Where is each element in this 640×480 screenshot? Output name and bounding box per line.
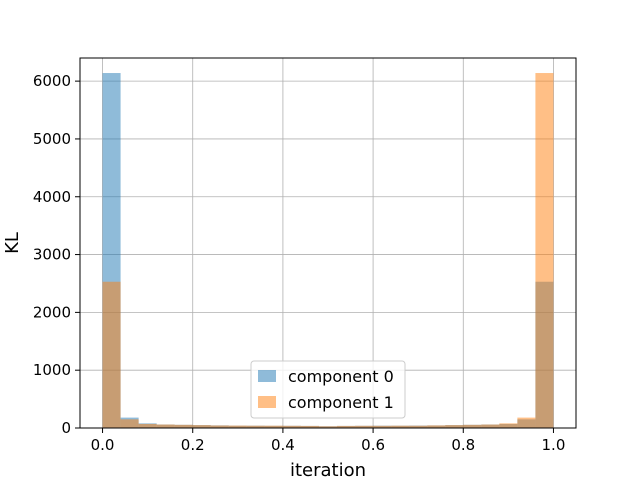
histogram-bar-component-1 [192,425,211,428]
legend-label-component-1: component 1 [288,393,394,412]
x-tick-label: 0.4 [271,436,295,454]
histogram-bar-component-1 [391,425,410,428]
y-tick-label: 2000 [33,303,71,321]
histogram-bar-component-1 [120,419,139,428]
histogram-bar-component-1 [210,425,229,428]
histogram-bar-component-1 [409,425,428,428]
histogram-bar-component-1 [246,425,265,428]
x-axis-label: iteration [290,460,366,480]
legend-swatch-component-0 [258,370,276,382]
histogram-bar-component-1 [300,425,319,428]
histogram-bar-component-1 [499,423,518,428]
x-tick-label: 0.0 [91,436,115,454]
y-tick-label: 0 [61,419,71,437]
x-tick-label: 0.6 [361,436,385,454]
y-tick-label: 4000 [33,188,71,206]
histogram-bar-component-1 [517,417,536,428]
x-tick-label: 0.2 [181,436,205,454]
histogram-bar-component-1 [282,425,301,428]
histogram-bar-component-1 [102,281,121,428]
histogram-bar-component-1 [337,425,356,428]
y-tick-label: 1000 [33,361,71,379]
x-tick-label: 1.0 [542,436,566,454]
histogram-bar-component-1 [228,425,247,428]
histogram-bar-component-1 [373,425,392,428]
bars [102,73,554,428]
histogram-bar-component-1 [481,424,500,428]
y-axis-label: KL [2,232,23,254]
histogram-bar-component-1 [427,425,446,428]
histogram-bar-component-1 [463,424,482,428]
histogram-bar-component-1 [174,424,193,428]
legend-label-component-0: component 0 [288,367,394,386]
ticks: 0.0 0.2 0.4 0.6 0.8 1.0 0 1000 2000 3000 4000 5000 6… [33,72,566,454]
histogram-bar-component-1 [156,424,175,428]
histogram-bar-component-1 [138,423,157,428]
legend: component 0 component 1 [250,360,406,419]
histogram-bar-component-1 [355,425,374,428]
histogram-bar-component-1 [318,426,338,428]
legend-frame [250,360,406,419]
x-tick-label: 0.8 [451,436,475,454]
y-tick-label: 5000 [33,130,71,148]
histogram-bar-component-1 [264,425,283,428]
histogram-bar-component-1 [445,425,464,428]
plot-frame [79,57,577,429]
y-tick-label: 3000 [33,246,71,264]
legend-swatch-component-1 [258,396,276,408]
y-tick-label: 6000 [33,72,71,90]
histogram-bar-component-1 [535,73,554,428]
